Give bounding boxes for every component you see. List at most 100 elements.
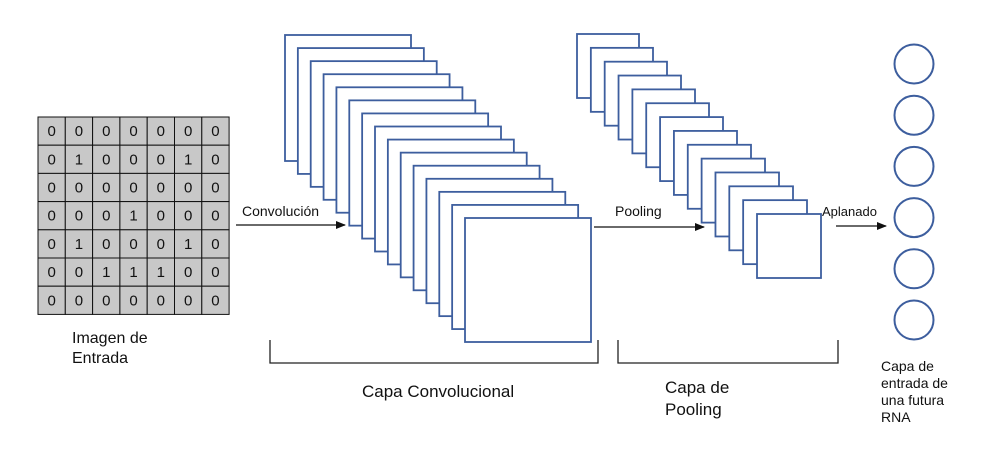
output-neuron <box>893 299 935 341</box>
grid-cell: 0 <box>201 172 230 203</box>
grid-cell-value: 0 <box>211 180 219 197</box>
output-neuron <box>893 197 935 239</box>
output-label-line3: una futura <box>881 392 944 408</box>
output-neurons <box>893 43 935 341</box>
grid-cell-value: 0 <box>211 151 219 168</box>
grid-cell: 0 <box>201 257 230 287</box>
grid-cell-value: 0 <box>157 292 165 309</box>
grid-cell-value: 0 <box>102 151 110 168</box>
grid-cell: 0 <box>201 229 230 259</box>
grid-cell: 0 <box>174 257 203 287</box>
grid-cell-value: 0 <box>129 236 137 253</box>
grid-cell: 0 <box>119 229 148 259</box>
output-neuron <box>893 43 935 85</box>
grid-cell: 0 <box>37 285 66 315</box>
grid-cell: 0 <box>119 144 148 174</box>
grid-cell-value: 0 <box>129 151 137 168</box>
grid-cell-value: 0 <box>211 292 219 309</box>
output-neuron <box>893 248 935 290</box>
grid-cell: 0 <box>119 172 148 203</box>
grid-cell: 0 <box>64 172 94 203</box>
conv-layer-label: Capa Convolucional <box>362 382 514 401</box>
grid-cell-value: 0 <box>102 236 110 253</box>
grid-cell-value: 0 <box>211 264 219 281</box>
grid-cell-value: 0 <box>211 236 219 253</box>
grid-cell: 0 <box>174 201 203 231</box>
grid-cell: 0 <box>201 116 230 146</box>
flatten-label: Aplanado <box>822 204 877 219</box>
grid-cell: 0 <box>146 116 175 146</box>
input-image-grid: 0 0 0 0 0 0 0 0 1 0 0 0 1 0 0 0 0 0 0 0 0 0 0 0 1 0 0 0 0 1 0 0 0 1 0 0 0 1 1 1… <box>37 116 230 315</box>
grid-cell: 0 <box>146 144 175 174</box>
pooling-feature-maps <box>576 33 822 279</box>
grid-cell-value: 0 <box>129 292 137 309</box>
grid-cell-value: 0 <box>129 123 137 140</box>
grid-cell-value: 0 <box>157 151 165 168</box>
grid-cell: 1 <box>146 257 175 287</box>
output-label-line4: RNA <box>881 409 911 425</box>
grid-cell-value: 1 <box>129 264 137 281</box>
grid-cell-value: 0 <box>184 264 192 281</box>
grid-cell: 0 <box>92 285 121 315</box>
grid-cell: 1 <box>174 144 203 174</box>
pooling-label: Pooling <box>615 203 662 219</box>
grid-cell-value: 0 <box>129 180 137 197</box>
feature-map <box>756 213 822 279</box>
output-neuron <box>893 145 935 187</box>
grid-cell-value: 0 <box>157 123 165 140</box>
grid-cell-value: 1 <box>75 151 83 168</box>
grid-cell-value: 1 <box>157 264 165 281</box>
grid-cell: 0 <box>146 201 175 231</box>
grid-cell: 0 <box>92 201 121 231</box>
grid-cell-value: 0 <box>47 292 55 309</box>
grid-cell-value: 0 <box>75 123 83 140</box>
grid-cell: 0 <box>37 116 66 146</box>
grid-cell-value: 0 <box>47 180 55 197</box>
grid-cell-value: 0 <box>184 208 192 225</box>
output-label-line1: Capa de <box>881 358 934 374</box>
grid-cell-value: 0 <box>211 208 219 225</box>
grid-cell: 0 <box>201 285 230 315</box>
grid-cell: 0 <box>146 285 175 315</box>
grid-cell: 0 <box>64 285 94 315</box>
grid-cell: 0 <box>146 229 175 259</box>
input-image-label-line2: Entrada <box>72 350 128 367</box>
convolutional-feature-maps <box>284 34 592 343</box>
grid-cell: 0 <box>174 285 203 315</box>
grid-cell-value: 0 <box>102 123 110 140</box>
grid-cell: 1 <box>119 257 148 287</box>
grid-cell: 1 <box>92 257 121 287</box>
grid-cell-value: 0 <box>211 123 219 140</box>
grid-cell-value: 0 <box>75 292 83 309</box>
convolution-label: Convolución <box>242 203 319 219</box>
grid-cell-value: 1 <box>184 236 192 253</box>
grid-cell: 0 <box>37 257 66 287</box>
grid-cell: 0 <box>92 144 121 174</box>
grid-cell: 0 <box>201 144 230 174</box>
grid-cell: 0 <box>119 285 148 315</box>
grid-cell: 0 <box>201 201 230 231</box>
grid-cell-value: 0 <box>47 264 55 281</box>
grid-cell-value: 0 <box>157 208 165 225</box>
grid-cell: 0 <box>37 172 66 203</box>
pool-layer-label-line1: Capa de <box>665 378 729 397</box>
grid-cell-value: 0 <box>75 264 83 281</box>
grid-cell: 0 <box>146 172 175 203</box>
grid-cell: 0 <box>64 257 94 287</box>
grid-cell-value: 0 <box>184 180 192 197</box>
grid-cell-value: 0 <box>157 180 165 197</box>
feature-map <box>464 217 592 343</box>
grid-cell: 0 <box>37 201 66 231</box>
grid-cell: 0 <box>92 229 121 259</box>
grid-cell: 0 <box>37 229 66 259</box>
conv-layer-bracket <box>269 340 599 364</box>
grid-cell: 0 <box>119 116 148 146</box>
pool-layer-label-line2: Pooling <box>665 400 722 419</box>
grid-cell-value: 0 <box>47 123 55 140</box>
grid-cell-value: 0 <box>184 123 192 140</box>
grid-cell: 0 <box>174 172 203 203</box>
grid-cell-value: 1 <box>184 151 192 168</box>
grid-cell-value: 0 <box>47 151 55 168</box>
grid-cell-value: 1 <box>129 208 137 225</box>
